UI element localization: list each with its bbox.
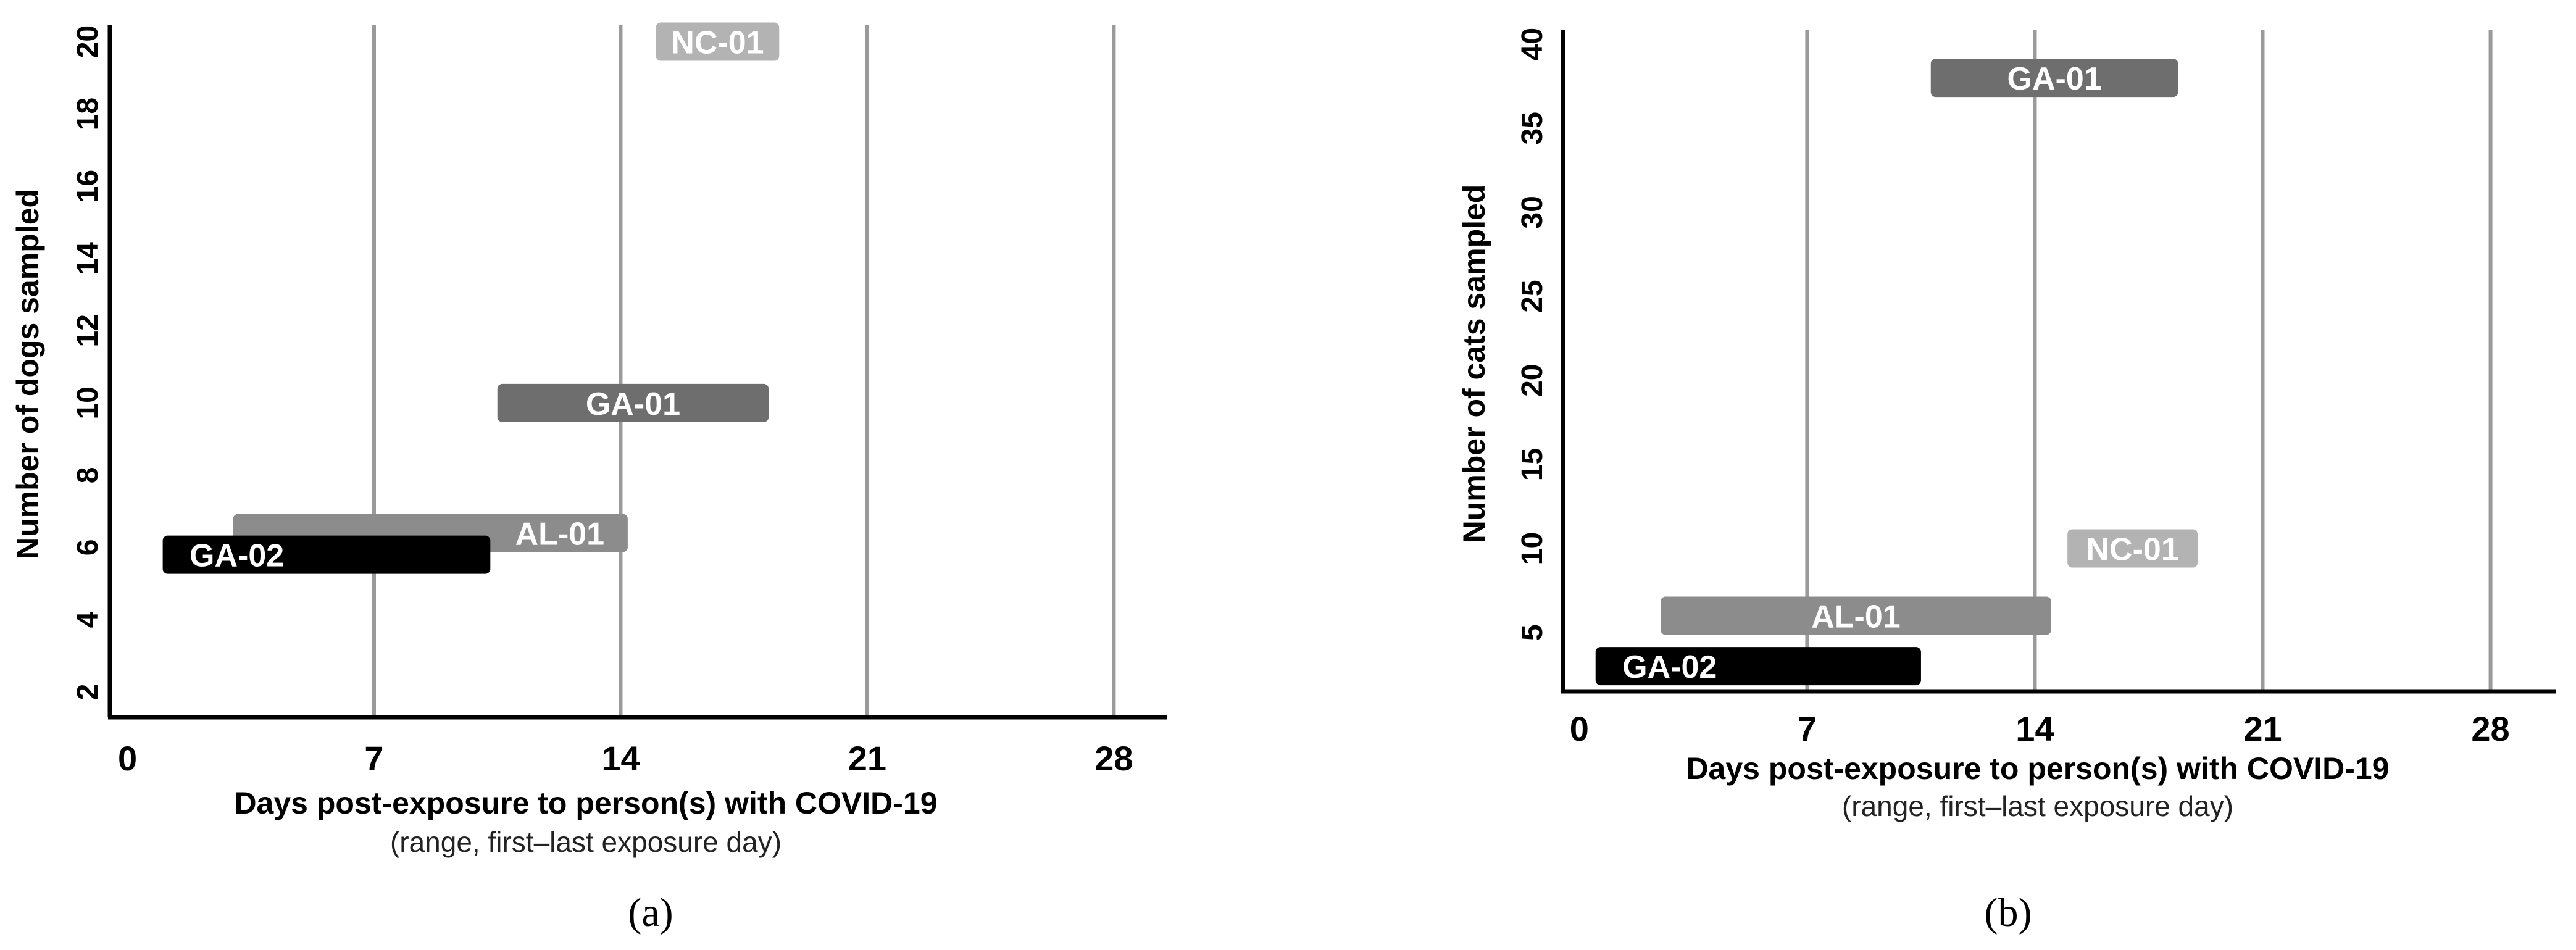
y-tick-label: 35 [1516,112,1549,144]
y-tick-label: 2 [72,684,104,701]
y-tick-label: 8 [72,467,104,484]
x-tick-label: 14 [601,739,640,778]
y-tick-label: 10 [1516,532,1549,565]
range-bar-label: NC-01 [2086,532,2178,568]
chart-cats: 0 7 14 21 28 5 10 15 20 25 30 35 40 Number of cats sa… [1457,28,2556,935]
range-bar-rect [497,383,769,422]
y-tick-label: 40 [1516,28,1549,60]
y-tick-label: 18 [72,98,104,130]
range-bar-rect [1595,647,1921,686]
x-axis-label: Days post-exposure to person(s) with COV… [1686,751,2389,786]
x-tick-label: 21 [2243,709,2282,748]
y-tick-label: 20 [72,25,104,58]
x-tick-label: 7 [364,739,383,778]
x-axis-label: Days post-exposure to person(s) with COV… [234,786,937,820]
range-bar-nc-01: NC-01 [656,22,780,61]
range-bar-label: GA-01 [586,386,680,422]
y-tick-label: 30 [1516,196,1549,228]
range-bar-ga-01: GA-01 [497,383,769,422]
range-bar-al-01: AL-01 [1661,596,2051,635]
x-tick-label: 21 [848,739,886,778]
range-bar-ga-02: GA-02 [1595,647,1921,686]
range-bar-al-01: AL-01 [233,514,628,552]
y-tick-label: 4 [72,611,104,628]
range-bar-rect [1661,596,2051,635]
range-bar-nc-01: NC-01 [2067,529,2198,568]
x-tick-label: 28 [1094,739,1133,778]
y-axis-label: Number of cats sampled [1457,185,1491,543]
x-tick-label: 0 [1570,709,1589,748]
x-tick-label: 7 [1798,709,1817,748]
range-bar-rect [2067,529,2198,568]
y-tick-label: 20 [1516,364,1549,397]
x-axis-sublabel: (range, first–last exposure day) [1842,790,2233,822]
range-bar-rect [1930,59,2178,98]
y-tick-label: 5 [1516,624,1549,641]
range-bar-rect [656,22,780,61]
range-bar-label: GA-02 [190,538,284,574]
y-axis-label: Number of dogs sampled [10,189,45,559]
range-bar-label: AL-01 [1811,599,1900,635]
y-tick-label: 6 [72,540,104,556]
y-tick-label: 10 [72,386,104,419]
y-tick-label: 12 [72,314,104,347]
x-tick-label: 0 [118,739,137,778]
panel-label: (b) [1985,890,2032,935]
range-bar-label: NC-01 [671,25,764,61]
y-tick-label: 25 [1516,280,1549,312]
range-bar-label: AL-01 [515,517,604,552]
y-tick-label: 16 [72,170,104,202]
y-tick-label: 14 [72,242,104,275]
range-bar-label: GA-01 [2007,61,2102,97]
y-tick-label: 15 [1516,448,1549,481]
x-tick-label: 14 [2015,709,2054,748]
chart-dogs: 0 7 14 21 28 2 4 6 8 10 12 14 16 18 20 Number of dogs s… [10,22,1167,935]
panel-label: (a) [628,890,673,935]
range-bar-rect [162,535,491,574]
range-bar-ga-01: GA-01 [1930,59,2178,98]
x-axis-sublabel: (range, first–last exposure day) [390,826,782,858]
range-bar-ga-02: GA-02 [162,535,491,574]
x-tick-label: 28 [2471,709,2509,748]
range-bar-label: GA-02 [1622,649,1717,685]
